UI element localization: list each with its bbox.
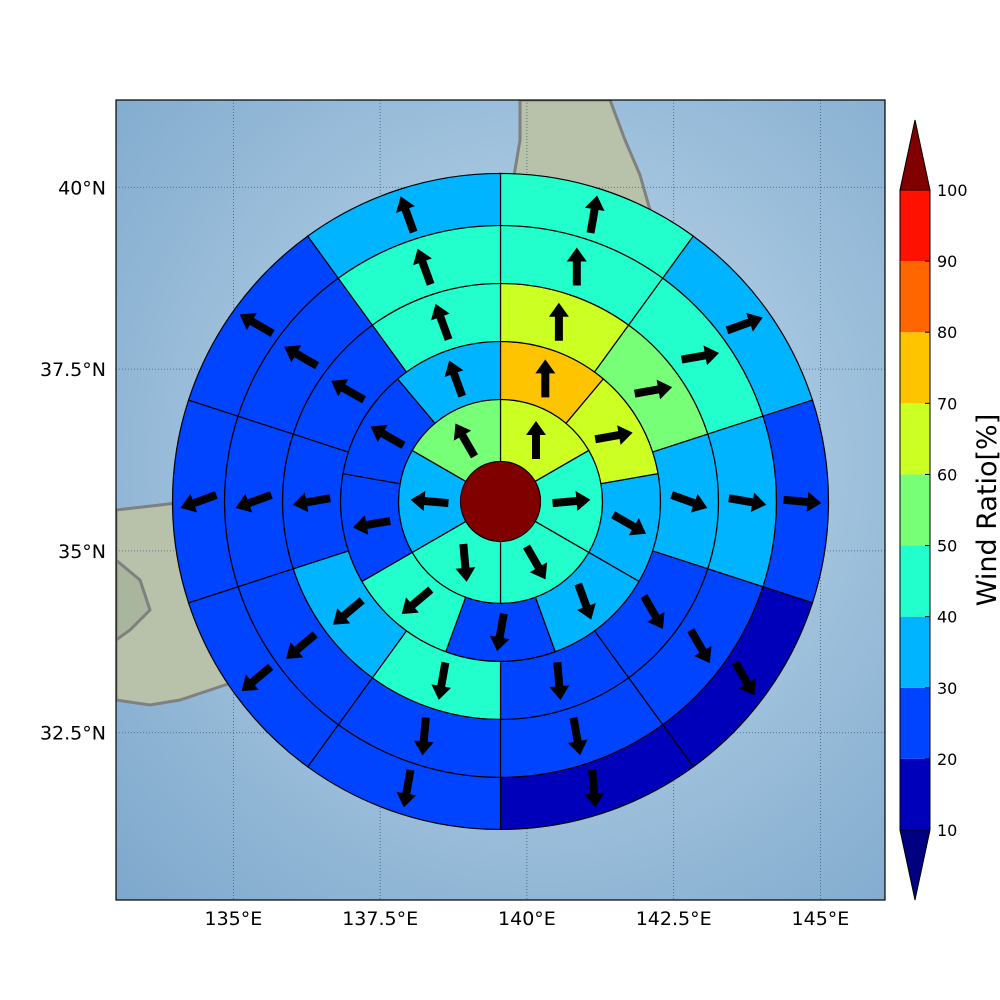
land-kyushu <box>116 558 152 642</box>
wind-arrow <box>489 613 510 652</box>
wind-arrow <box>284 345 320 370</box>
wind-arrow <box>548 302 569 341</box>
wind-arrow <box>453 423 478 459</box>
colorbar-segment <box>900 474 930 546</box>
wind-arrow <box>731 660 756 696</box>
lon-tick-label: 142.5°E <box>636 908 712 930</box>
colorbar-over-triangle <box>899 119 931 191</box>
wind-arrow <box>352 515 391 535</box>
wind-arrow <box>611 511 646 536</box>
wind-arrow <box>783 491 822 512</box>
colorbar-segment <box>900 403 930 475</box>
colorbar-tick-label: 50 <box>937 537 957 556</box>
wind-arrow <box>567 716 588 756</box>
lat-tick-labels: 32.5°N 35°N 37.5°N 40°N <box>40 177 106 744</box>
wind-arrow <box>431 661 452 700</box>
wind-arrow <box>396 196 418 234</box>
wind-arrow <box>574 582 596 620</box>
wind-arrow <box>725 312 763 335</box>
lon-tick-label: 135°E <box>205 908 263 930</box>
wind-arrow <box>292 492 331 513</box>
colorbar-segment <box>900 190 930 262</box>
colorbar-tick-label: 70 <box>937 394 957 413</box>
wind-arrow <box>728 492 767 513</box>
map-frame <box>115 99 886 901</box>
lon-tick-label: 145°E <box>792 908 850 930</box>
colorbar-segment <box>900 758 930 830</box>
colorbar-segment <box>900 616 930 688</box>
colorbar: 10 20 30 40 50 60 70 80 90 100 <box>899 119 968 901</box>
wind-sector <box>306 172 502 280</box>
colorbar-segment <box>900 545 930 617</box>
colorbar-segment <box>900 261 930 333</box>
wind-arrow <box>241 663 274 692</box>
wind-arrow <box>413 248 435 286</box>
colorbar-tick-label: 20 <box>937 750 957 769</box>
colorbar-tick-label: 30 <box>937 679 957 698</box>
wind-arrow <box>413 717 434 756</box>
colorbar-tick-label: 60 <box>937 465 957 484</box>
wind-arrow <box>566 247 587 286</box>
wind-arrow <box>526 420 546 459</box>
wind-arrow <box>549 661 570 701</box>
wind-arrow <box>552 491 591 511</box>
wind-arrow <box>670 491 708 513</box>
wind-arrow <box>235 491 273 513</box>
wind-arrow <box>396 769 417 808</box>
colorbar-tick-label: 100 <box>937 181 968 200</box>
wind-arrow <box>584 769 605 808</box>
wind-arrow <box>239 312 275 337</box>
wind-arrow <box>180 491 218 513</box>
wind-arrow <box>633 379 673 400</box>
center-disk <box>460 460 541 542</box>
colorbar-title: Wind Ratio[%] <box>972 414 1000 606</box>
wind-arrow <box>640 594 665 630</box>
colorbar-tick-label: 10 <box>937 821 957 840</box>
wind-arrow <box>370 424 406 449</box>
lat-tick-label: 37.5°N <box>40 359 106 381</box>
wind-arrows <box>180 195 822 808</box>
wind-arrow <box>455 543 476 582</box>
wind-arrow <box>410 491 449 511</box>
colorbar-frame <box>899 189 931 831</box>
wind-arrow <box>430 303 453 341</box>
lat-tick-label: 40°N <box>58 177 106 199</box>
lon-tick-labels: 135°E 137.5°E 140°E 142.5°E 145°E <box>205 908 850 930</box>
colorbar-tick-label: 90 <box>937 252 957 271</box>
lat-tick-label: 35°N <box>58 541 106 563</box>
wind-arrow <box>535 359 556 398</box>
colorbar-segment <box>900 332 930 404</box>
colorbar-segment <box>900 687 930 759</box>
lat-tick-label: 32.5°N <box>40 723 106 745</box>
wind-arrow <box>680 345 720 366</box>
colorbar-tick-label: 80 <box>937 323 957 342</box>
wind-arrow <box>401 586 434 615</box>
colorbar-tick-label: 40 <box>937 608 957 627</box>
wind-arrow <box>687 628 712 664</box>
wind-arrow <box>444 360 466 398</box>
colorbar-under-triangle <box>899 829 931 901</box>
wind-arrow <box>584 195 605 234</box>
lon-tick-label: 137.5°E <box>342 908 418 930</box>
lon-tick-label: 140°E <box>498 908 556 930</box>
wind-arrow <box>523 544 548 580</box>
wind-arrow <box>331 379 367 404</box>
wind-arrow <box>594 425 633 445</box>
wind-arrow <box>286 631 318 659</box>
wind-arrow <box>333 597 365 625</box>
